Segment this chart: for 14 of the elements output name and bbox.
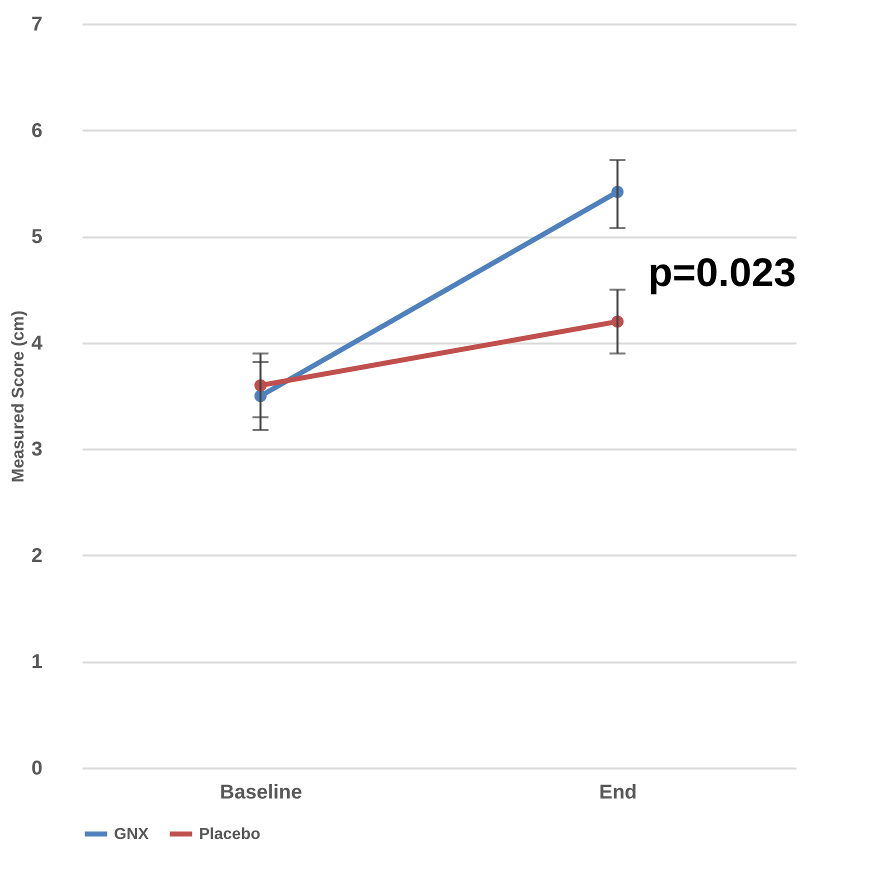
legend-label: Placebo (199, 826, 261, 843)
y-tick-label: 0 (31, 758, 42, 780)
y-axis-title: Measured Score (cm) (8, 310, 28, 482)
y-tick-label: 6 (31, 120, 42, 142)
y-tick-label: 3 (31, 438, 42, 461)
y-tick-label: 5 (31, 226, 42, 248)
x-tick-label: End (599, 782, 637, 804)
annotation: p=0.023 (648, 251, 796, 295)
x-tick-label: Baseline (220, 782, 302, 804)
y-tick-label: 4 (31, 332, 44, 354)
y-tick-label: 7 (31, 14, 42, 36)
legend-label: GNX (114, 826, 149, 843)
y-tick-label: 2 (31, 544, 42, 567)
y-tick-label: 1 (31, 651, 42, 674)
